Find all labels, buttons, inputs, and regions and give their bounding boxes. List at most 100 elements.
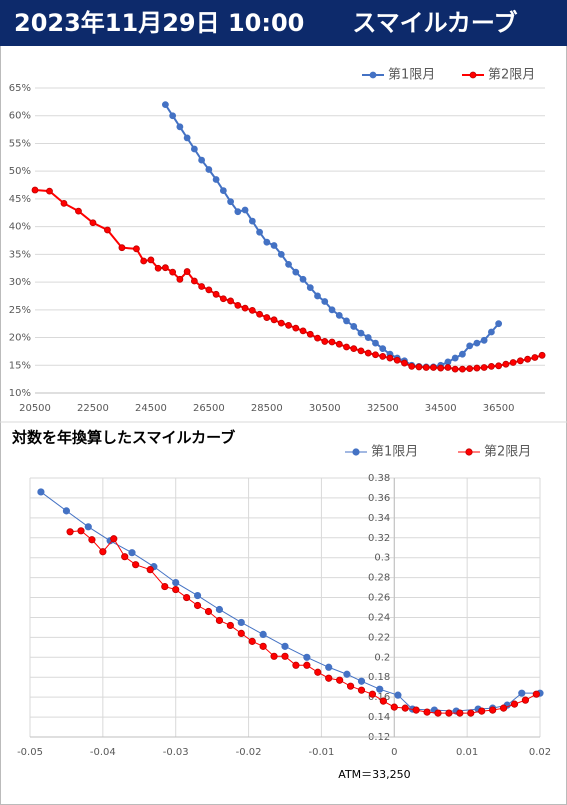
- marker: [357, 686, 366, 694]
- marker: [415, 363, 423, 371]
- marker: [285, 321, 292, 329]
- marker: [379, 352, 387, 360]
- y-tick-label: 15%: [9, 360, 31, 371]
- marker: [270, 242, 278, 249]
- x-tick-label: -0.01: [308, 747, 334, 758]
- x-tick-label: 22500: [77, 403, 109, 414]
- y-tick-label: 0.28: [368, 573, 390, 584]
- x-tick-label: 34500: [425, 403, 457, 414]
- series-line: [34, 189, 543, 371]
- legend-marker: [352, 448, 360, 456]
- marker: [259, 630, 267, 638]
- y-tick-label: 0.18: [368, 672, 390, 683]
- marker: [336, 676, 344, 684]
- marker: [478, 707, 486, 715]
- x-tick-label: 0.01: [456, 747, 478, 758]
- marker: [205, 166, 213, 173]
- y-tick-label: 30%: [9, 277, 31, 288]
- y-tick-label: 40%: [9, 222, 31, 233]
- marker: [172, 585, 180, 594]
- marker: [256, 228, 263, 236]
- marker: [314, 334, 321, 342]
- marker: [357, 329, 365, 337]
- marker: [495, 362, 503, 370]
- y-tick-label: 25%: [9, 305, 31, 316]
- marker: [270, 316, 278, 324]
- marker: [270, 652, 278, 660]
- marker: [241, 304, 249, 312]
- marker: [343, 343, 350, 351]
- marker: [146, 566, 154, 574]
- marker: [343, 317, 350, 325]
- x-tick-label: -0.03: [163, 747, 189, 758]
- marker: [335, 340, 343, 348]
- marker: [31, 186, 39, 194]
- y-tick-label: 0.22: [368, 632, 390, 643]
- marker: [538, 351, 546, 359]
- marker: [237, 629, 245, 638]
- marker: [444, 358, 452, 366]
- x-tick-label: 32500: [367, 403, 399, 414]
- marker: [379, 697, 387, 705]
- marker: [118, 244, 126, 252]
- marker: [509, 359, 517, 366]
- marker: [183, 268, 191, 275]
- marker: [303, 653, 311, 661]
- legend-label: 第1限月: [371, 445, 418, 460]
- marker: [390, 703, 398, 711]
- y-tick-label: 0.2: [374, 652, 390, 663]
- marker: [248, 637, 256, 645]
- marker: [451, 365, 459, 373]
- marker: [154, 264, 162, 272]
- marker: [430, 364, 437, 371]
- marker: [285, 260, 292, 268]
- x-tick-label: -0.04: [90, 747, 116, 758]
- marker: [237, 618, 245, 627]
- annotation: ATM＝33,250: [338, 768, 410, 781]
- marker: [77, 527, 85, 535]
- marker: [256, 310, 263, 318]
- marker: [263, 238, 271, 246]
- marker: [259, 642, 267, 650]
- legend-marker: [469, 71, 477, 79]
- marker: [518, 689, 526, 697]
- marker: [489, 706, 497, 714]
- x-tick-label: 0: [391, 747, 397, 758]
- marker: [364, 334, 372, 341]
- series-line: [40, 491, 540, 712]
- y-tick-label: 45%: [9, 194, 31, 205]
- marker: [487, 328, 495, 336]
- marker: [281, 642, 289, 650]
- marker: [133, 245, 140, 253]
- x-tick-label: 0.02: [529, 747, 551, 758]
- marker: [393, 356, 401, 364]
- marker: [169, 268, 177, 276]
- marker: [89, 219, 97, 227]
- marker: [306, 330, 314, 338]
- marker: [401, 704, 409, 712]
- marker: [473, 339, 481, 347]
- y-tick-label: 0.34: [368, 513, 390, 524]
- marker: [394, 691, 402, 699]
- marker: [423, 708, 431, 716]
- marker: [219, 187, 227, 194]
- marker: [198, 156, 206, 164]
- marker: [140, 257, 148, 265]
- marker: [215, 605, 224, 614]
- marker: [314, 668, 322, 676]
- marker: [169, 112, 177, 120]
- marker: [495, 320, 503, 328]
- marker: [456, 709, 464, 717]
- marker: [444, 364, 452, 371]
- marker: [292, 268, 300, 276]
- marker: [227, 297, 234, 305]
- marker: [62, 507, 71, 515]
- marker: [299, 275, 307, 283]
- x-tick-label: 36500: [483, 403, 515, 414]
- marker: [434, 709, 442, 717]
- marker: [193, 601, 202, 610]
- marker: [459, 365, 466, 373]
- y-tick-label: 0.38: [368, 473, 390, 484]
- marker: [128, 549, 136, 557]
